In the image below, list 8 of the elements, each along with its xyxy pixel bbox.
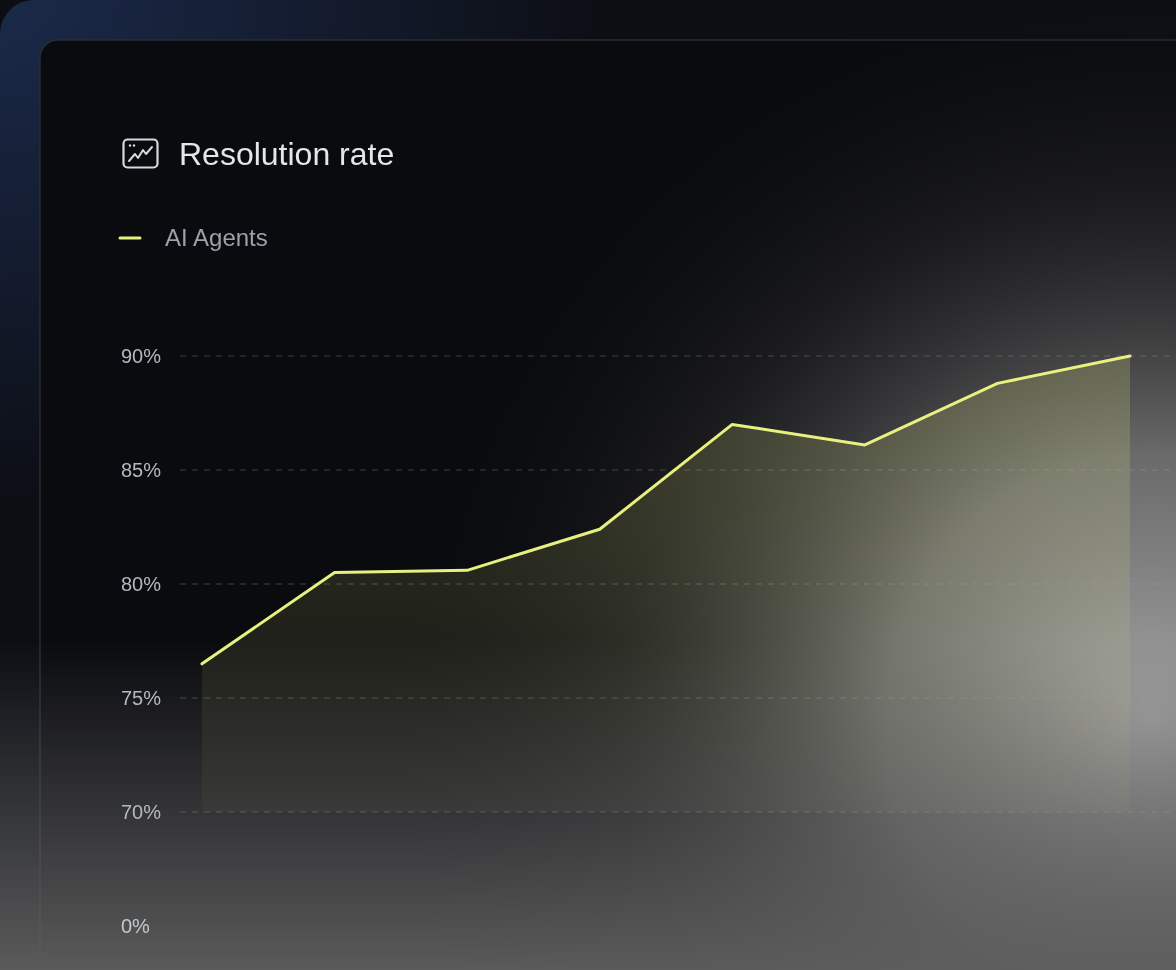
y-tick-label: 75%: [121, 687, 162, 709]
chart-title: Resolution rate: [179, 136, 395, 172]
y-tick-label: 80%: [121, 573, 162, 595]
text: 0%: [121, 915, 151, 937]
y-tick-label: 85%: [121, 459, 162, 481]
y-tick-label: 70%: [121, 801, 162, 823]
y-tick-label: 90%: [121, 345, 162, 367]
legend-label: AI Agents: [165, 224, 268, 251]
